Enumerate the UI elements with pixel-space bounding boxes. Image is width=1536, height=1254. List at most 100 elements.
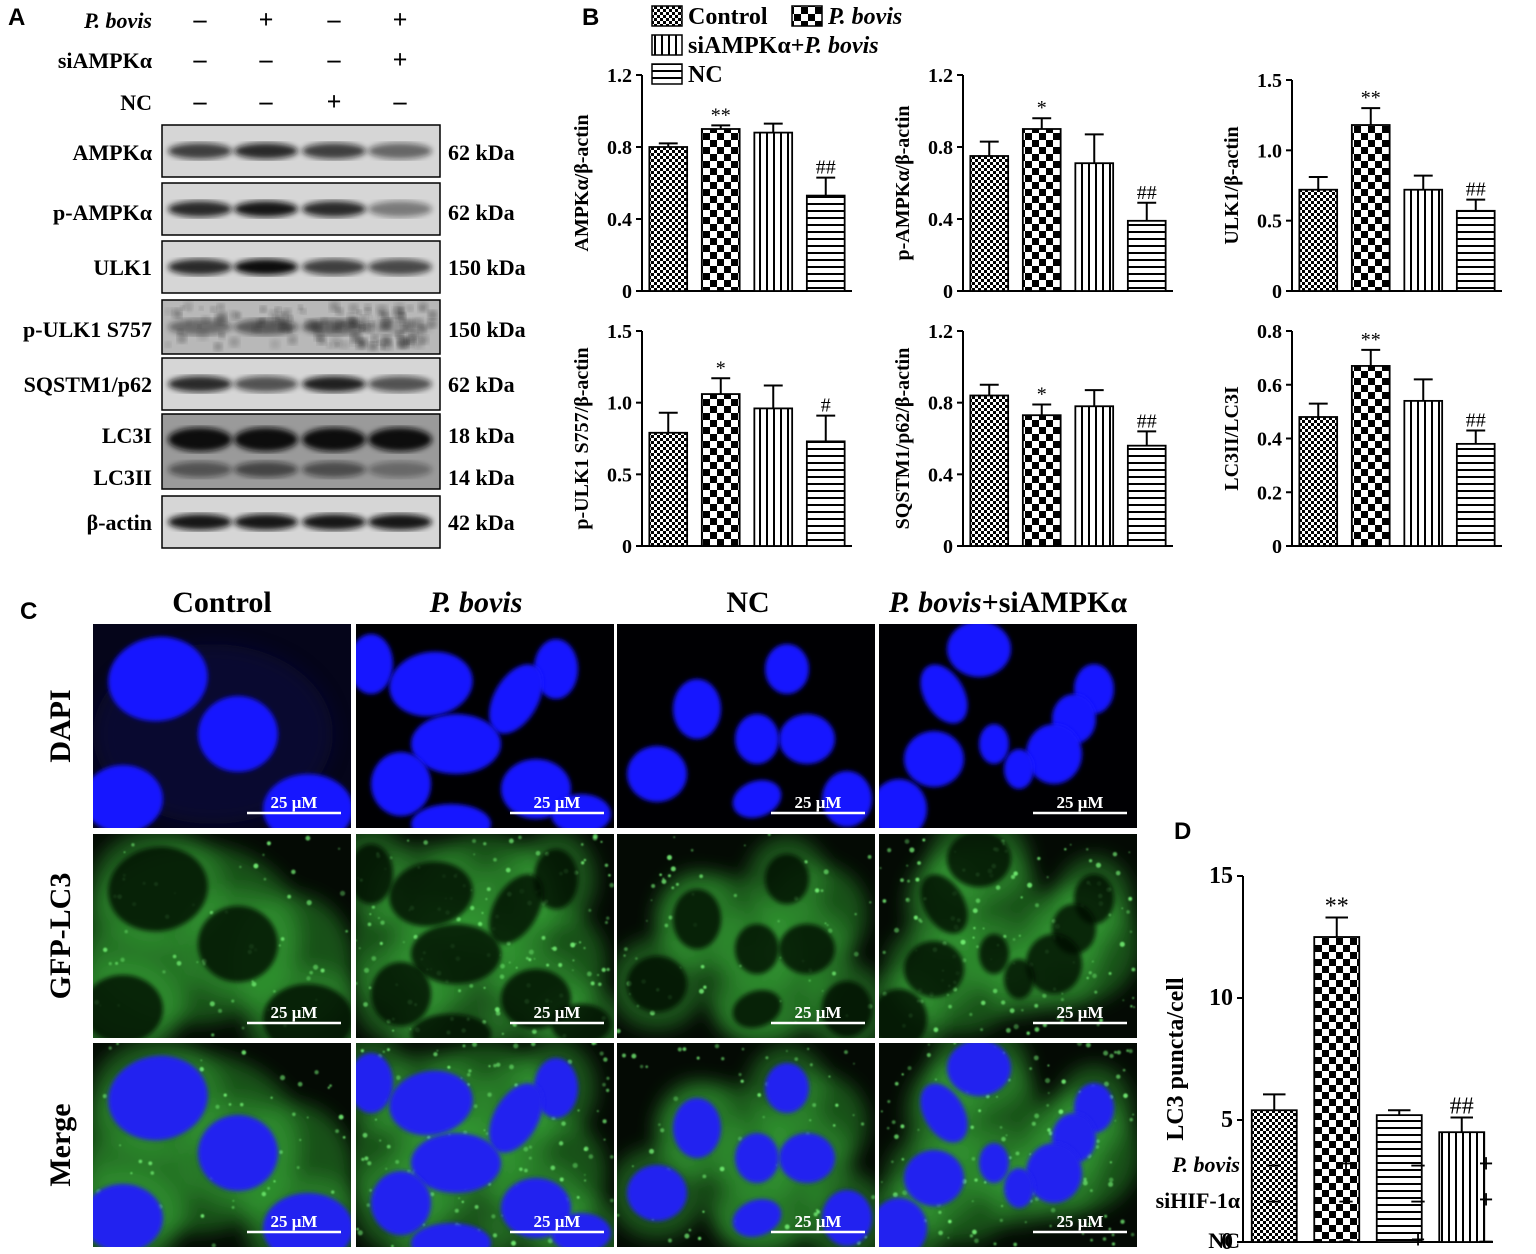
scale-bar-label: 25 μM (795, 1212, 842, 1231)
panel-label-c: C (20, 598, 38, 625)
y-axis-label: LC3II/LC3I (1221, 386, 1243, 491)
y-tick-label: 0 (943, 536, 953, 558)
nucleus (389, 651, 473, 717)
nucleus (673, 1098, 721, 1158)
bar (1403, 188, 1444, 292)
bar (648, 146, 689, 292)
treatment-table-a: P. bovis – + – + siAMPKα – – – + NC – – + – (58, 5, 408, 116)
y-tick-label: 0.8 (607, 137, 632, 159)
y-tick-label: 1.5 (1257, 70, 1282, 92)
nucleus (411, 714, 501, 774)
y-tick-label: 1.2 (928, 65, 953, 87)
nucleus (765, 644, 809, 694)
y-tick-label: 0 (622, 536, 632, 558)
treatment-sign-a: + (393, 5, 408, 34)
bar (969, 155, 1010, 292)
nucleus (534, 639, 578, 699)
significance-mark: * (1037, 383, 1047, 405)
nucleus (198, 1115, 278, 1191)
treatment-table-d: P. bovis – + – + siHIF-1α – – – + NC – – + – (1156, 1149, 1494, 1254)
blot-strip (161, 182, 441, 236)
significance-mark: ## (1466, 409, 1486, 431)
scale-bar-label: 25 μM (1057, 793, 1104, 812)
microscopy-row-label: Merge (44, 1103, 77, 1186)
svg-text:siAMPKα+P. bovis: siAMPKα+P. bovis (688, 33, 879, 59)
puncta-chart-d: 0 5 10 15 LC3 puncta/cell ** ## P. bovis – + – + si… (1156, 863, 1494, 1254)
bar-chart: 0 0.4 0.8 1.2 SQSTM1/p62/β-actin * ## (892, 321, 1173, 558)
y-tick-label: 0 (1272, 281, 1282, 303)
chart-legend: Control P. bovis siAMPKα+P. bovis NC (651, 4, 902, 88)
bar-chart: 0 0.4 0.8 1.2 AMPKα/β-actin ** ## (571, 65, 852, 303)
bar-chart: 0 0.4 0.8 1.2 p-AMPKα/β-actin * ## (892, 65, 1173, 303)
bar (1350, 124, 1391, 292)
blot-strip (161, 124, 441, 178)
scale-bar-label: 25 μM (1057, 1212, 1104, 1231)
y-tick-label: 0 (943, 281, 953, 303)
nucleus (673, 679, 721, 739)
nucleus (1026, 1143, 1082, 1203)
treatment-sign-a: – (193, 5, 208, 34)
blot-kda: 150 kDa (448, 317, 526, 342)
nucleus (735, 714, 779, 764)
scale-bar-label: 25 μM (534, 793, 581, 812)
bar (1403, 399, 1444, 547)
bar (1021, 414, 1062, 547)
treatment-sign-d: – (1479, 1225, 1494, 1254)
y-tick-label: 1.5 (607, 321, 632, 343)
y-tick-label: 1.2 (607, 65, 632, 87)
scale-bar-label: 25 μM (271, 793, 318, 812)
legend-si: siAMPKα+ (688, 33, 804, 59)
microscopy-row-label: DAPI (44, 689, 77, 762)
y-tick-label: 0.4 (1257, 429, 1282, 451)
blot-label: ULK1 (93, 255, 152, 280)
treatment-sign-a: + (259, 5, 274, 34)
treatment-sign-a: – (193, 87, 208, 116)
bar (1074, 405, 1115, 547)
nucleus (93, 765, 163, 828)
nucleus (732, 780, 782, 818)
nucleus (979, 724, 1009, 764)
treatment-sign-d: – (1411, 1185, 1426, 1214)
microscopy-column-label: Control (172, 586, 271, 619)
nucleus (551, 794, 611, 828)
treatment-sign-d: – (1267, 1149, 1282, 1178)
blot-strips: AMPKα 62 kDa p-AMPKα 62 kDa ULK1 150 kDa p-ULK… (23, 124, 526, 549)
significance-mark: ## (1466, 179, 1486, 201)
microscopy-image: 25 μM (617, 624, 875, 828)
nucleus (534, 1058, 578, 1118)
treatment-sign-d: + (1339, 1149, 1354, 1178)
blot-kda: 14 kDa (448, 465, 515, 490)
nucleus (904, 1150, 964, 1206)
nucleus (735, 1133, 779, 1183)
y-axis-label: LC3 puncta/cell (1163, 977, 1189, 1141)
y-axis-label: p-ULK1 S757/β-actin (571, 347, 593, 529)
microscopy-image: 25 μM (93, 834, 351, 1038)
bar (1455, 209, 1496, 292)
microscopy-panel: Control P. bovis NC P. bovis+siAMPKα DAPI GF… (44, 586, 1137, 1247)
treatment-sign-d: + (1479, 1185, 1494, 1214)
nucleus (501, 759, 571, 819)
bar (700, 128, 741, 292)
y-axis-label: SQSTM1/p62/β-actin (892, 348, 914, 530)
blot-strip (161, 413, 441, 490)
significance-mark: # (821, 395, 831, 417)
significance-mark: ** (1325, 893, 1349, 919)
blot-kda: 62 kDa (448, 140, 515, 165)
bar (1021, 128, 1062, 292)
bar (700, 393, 741, 547)
nucleus (489, 1083, 543, 1153)
significance-mark: ## (816, 157, 836, 179)
bar (1455, 442, 1496, 547)
nucleus (765, 1063, 809, 1113)
nucleus (411, 1223, 491, 1247)
y-tick-label: 10 (1209, 985, 1233, 1011)
nucleus (108, 1055, 208, 1141)
y-tick-label: 0 (1272, 536, 1282, 558)
treatment-label-a: siAMPKα (58, 48, 153, 73)
nucleus (93, 1184, 163, 1247)
nucleus (627, 746, 687, 802)
y-tick-label: 0.6 (1257, 375, 1282, 397)
significance-mark: ** (1361, 87, 1381, 109)
treatment-label-a: NC (120, 90, 152, 115)
treatment-sign-d: – (1339, 1185, 1354, 1214)
